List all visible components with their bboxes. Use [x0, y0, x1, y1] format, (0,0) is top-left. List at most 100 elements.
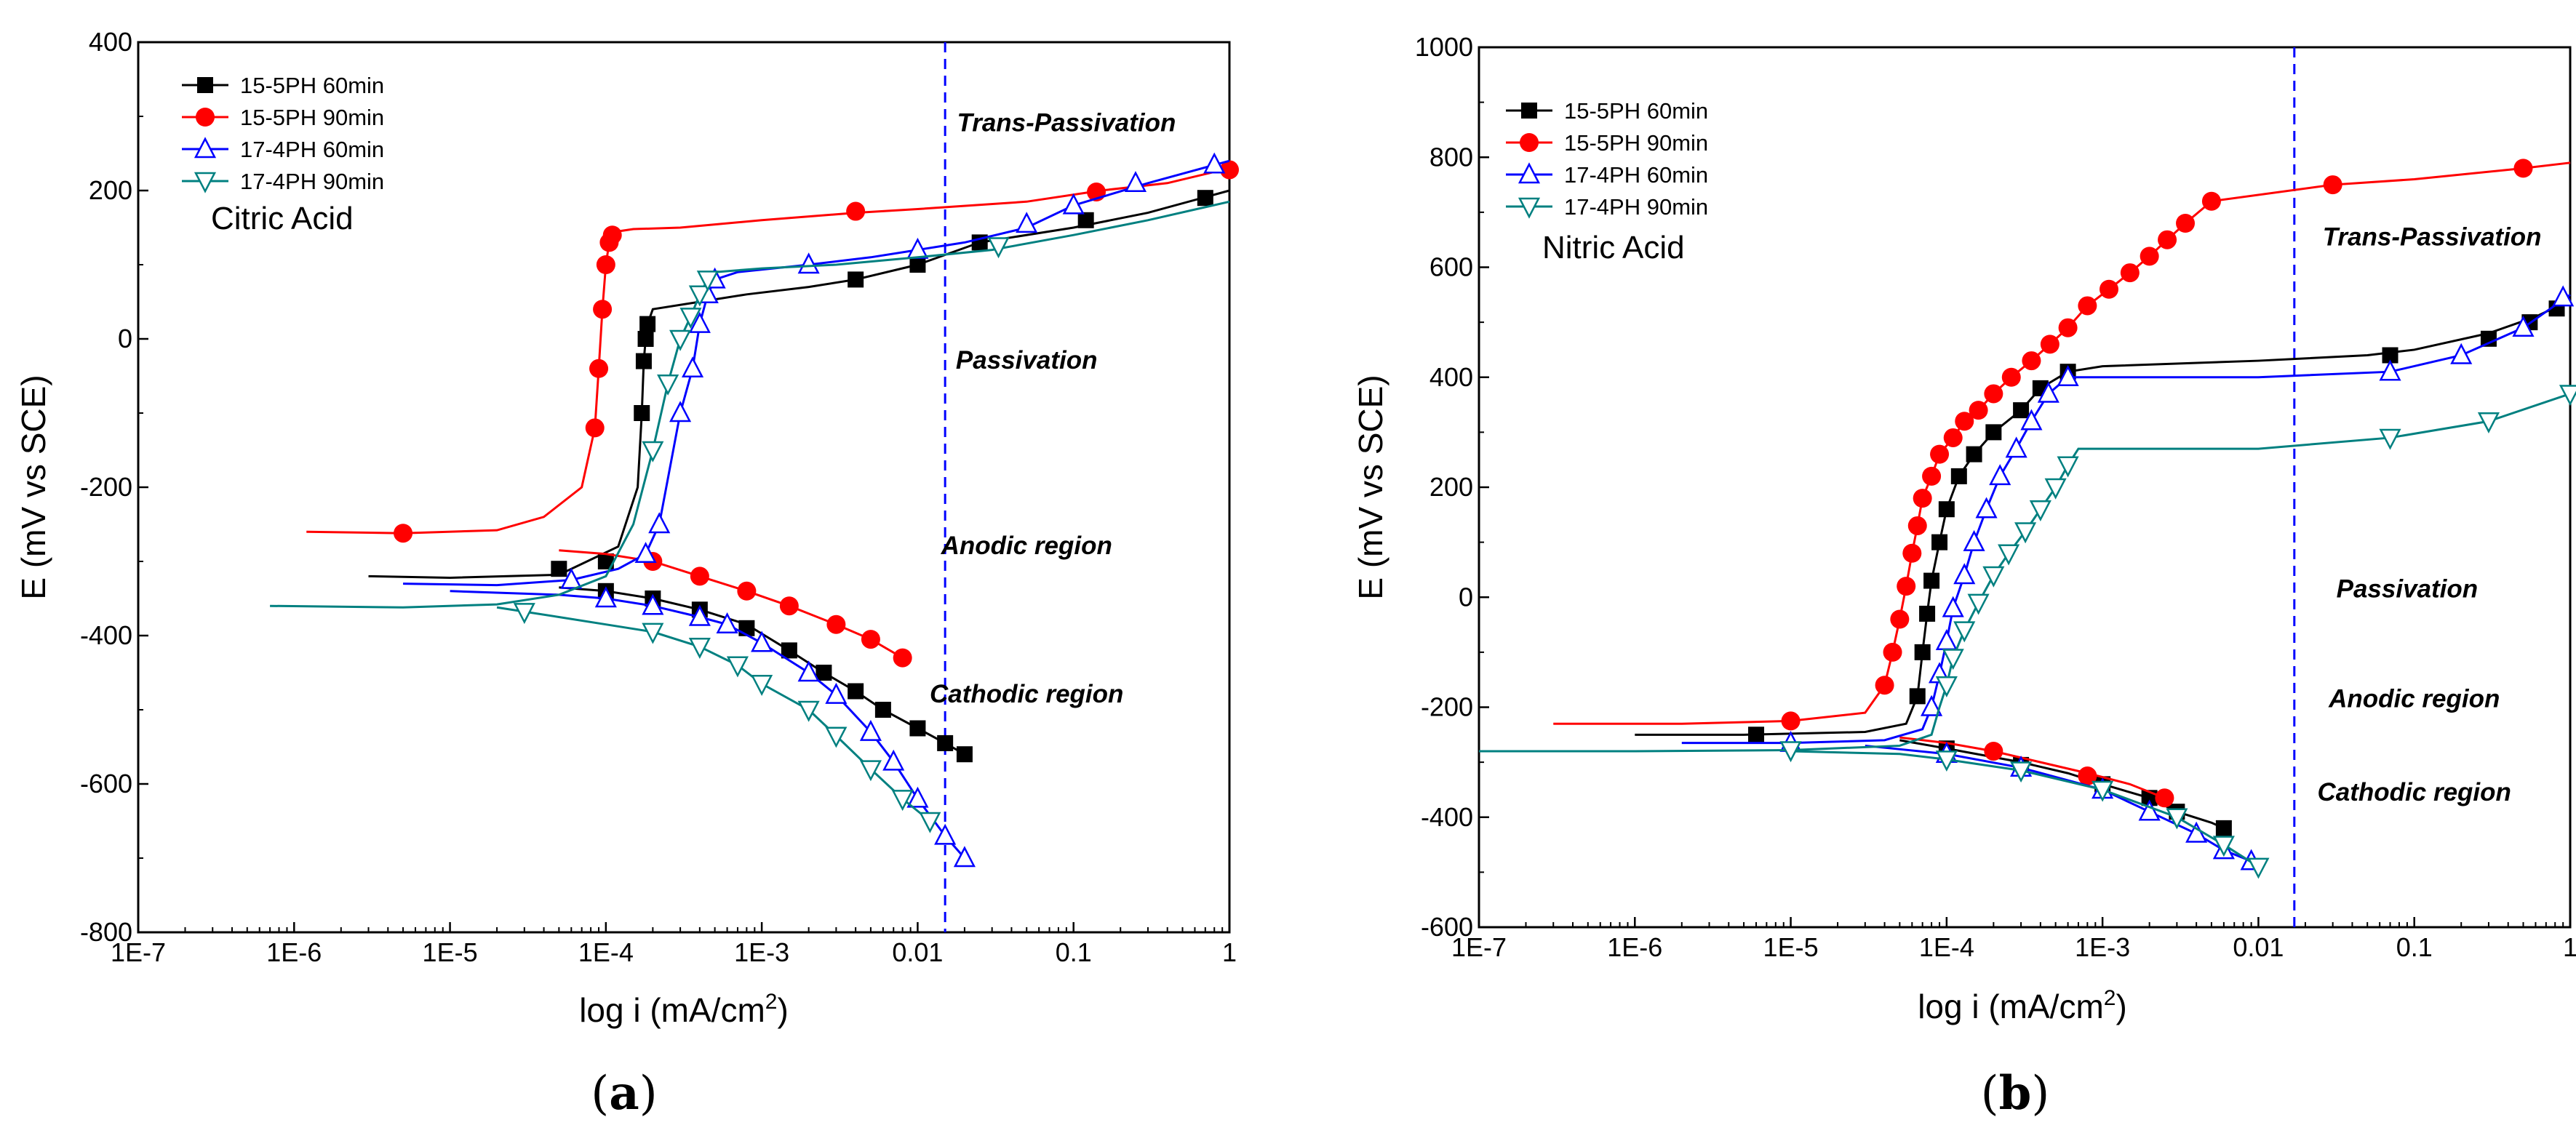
- series-3-point: [642, 441, 664, 463]
- series-3-anodic-line: [270, 200, 1230, 609]
- series-2-point: [1935, 629, 1958, 650]
- legend-marker: [197, 77, 213, 93]
- y-tick-label: 0: [118, 324, 132, 353]
- series-0-point: [1938, 501, 1955, 518]
- series-1-point: [1969, 401, 1988, 420]
- series-3-point: [891, 790, 914, 812]
- series-0-point: [848, 683, 864, 700]
- region-label: Anodic region: [2328, 685, 2500, 713]
- series-2-point: [2138, 799, 2161, 821]
- series-0-point: [816, 665, 832, 681]
- series-0-point: [634, 405, 650, 421]
- series-3-point: [1982, 566, 2005, 588]
- series-0-point: [937, 734, 954, 751]
- series-0-point: [956, 746, 973, 763]
- y-tick-label: -400: [1421, 802, 1473, 832]
- y-tick-label: 400: [1429, 362, 1473, 392]
- series-2-point: [1203, 152, 1226, 174]
- series-3-point: [1935, 676, 1958, 697]
- chart-panel-b: 1E-7 1E-6 1E-5 1E-4 1E-3 0.01 0.1 1 -600 -400 -200…: [1352, 32, 2576, 1121]
- series-3-point: [919, 812, 941, 833]
- panel-label: (a): [591, 1066, 657, 1121]
- series-1-point: [593, 300, 613, 319]
- series-0-point: [2215, 820, 2232, 836]
- series-2-cathodic-line: [450, 590, 966, 859]
- series-0-point: [637, 331, 654, 347]
- series-1-point: [2022, 351, 2041, 371]
- series-3-point: [2559, 385, 2576, 407]
- region-label: Trans-Passivation: [957, 108, 1176, 137]
- series-2-point: [1989, 464, 2011, 486]
- y-tick-label: 400: [89, 27, 132, 57]
- series-3-point: [987, 237, 1010, 259]
- series-1-point: [1897, 577, 1916, 596]
- x-tick-label: 1: [1222, 937, 1237, 967]
- medium-label: Citric Acid: [211, 201, 354, 236]
- series-0-point: [1985, 424, 2002, 441]
- series-1-point: [893, 648, 912, 668]
- series-2-cathodic-line: [1865, 744, 2252, 862]
- series-2-point: [882, 749, 905, 771]
- series-2-point: [2512, 315, 2535, 337]
- series-3-cathodic-line: [496, 606, 931, 822]
- series-2-point: [2020, 409, 2043, 431]
- series-3-point: [2247, 857, 2270, 879]
- series-3-point: [642, 622, 664, 644]
- series-0-point: [848, 271, 864, 288]
- series-3-point: [657, 374, 679, 396]
- series-2-point: [953, 846, 976, 868]
- series-2-point: [688, 604, 711, 626]
- series-1-point: [1984, 742, 2003, 761]
- series-0-point: [1914, 644, 1931, 660]
- y-tick-label: 200: [89, 175, 132, 205]
- series-1-point: [596, 255, 615, 274]
- series-1-point: [1930, 444, 1950, 464]
- series-1-point: [2100, 279, 2119, 299]
- legend-label: 17-4PH 60min: [240, 137, 384, 162]
- series-2-point: [934, 823, 957, 845]
- legend-marker: [1521, 103, 1537, 119]
- series-0-point: [597, 553, 614, 569]
- series-2-point: [2450, 343, 2473, 364]
- y-axis-label: E (mV vs SCE): [15, 375, 52, 599]
- x-tick-label: 1E-6: [1607, 932, 1662, 962]
- medium-label: Nitric Acid: [1542, 230, 1685, 265]
- series-1-point: [1883, 642, 1902, 662]
- y-tick-label: -200: [80, 472, 132, 502]
- legend-label: 15-5PH 90min: [240, 105, 384, 130]
- series-2-point: [1016, 212, 1038, 233]
- series-2-point: [797, 660, 820, 682]
- region-label: Trans-Passivation: [2323, 223, 2542, 251]
- region-label: Cathodic region: [2318, 778, 2511, 806]
- series-1-point: [2323, 175, 2342, 195]
- series-3-point: [2010, 761, 2033, 783]
- y-tick-label: 800: [1429, 142, 1473, 172]
- series-1-point: [2001, 367, 2021, 387]
- series-1-point: [737, 581, 757, 601]
- series-0-point: [2480, 330, 2497, 347]
- legend-marker: [194, 172, 217, 193]
- series-3-point: [1953, 621, 1976, 643]
- y-tick-label: -200: [1421, 692, 1473, 722]
- series-1-point: [2058, 318, 2078, 337]
- series-3-point: [2057, 456, 2079, 478]
- series-3-point: [825, 726, 848, 748]
- series-2-point: [797, 252, 820, 274]
- y-tick-label: -400: [80, 620, 132, 650]
- series-1-point: [589, 359, 609, 378]
- series-0-point: [1748, 726, 1765, 743]
- y-tick-label: -800: [80, 917, 132, 947]
- series-0-point: [1923, 572, 1940, 589]
- series-2-point: [688, 311, 711, 333]
- legend-marker: [1518, 197, 1541, 219]
- series-0-point: [909, 720, 926, 737]
- panel-label: (b): [1981, 1066, 2050, 1121]
- series-2-point: [648, 512, 671, 534]
- legend-marker: [196, 108, 215, 127]
- legend-label: 17-4PH 90min: [240, 169, 384, 194]
- series-2-point: [906, 786, 929, 808]
- legend-marker: [1520, 133, 1539, 152]
- series-1-point: [690, 566, 709, 586]
- series-2-point: [594, 586, 617, 608]
- series-3-point: [2379, 428, 2401, 450]
